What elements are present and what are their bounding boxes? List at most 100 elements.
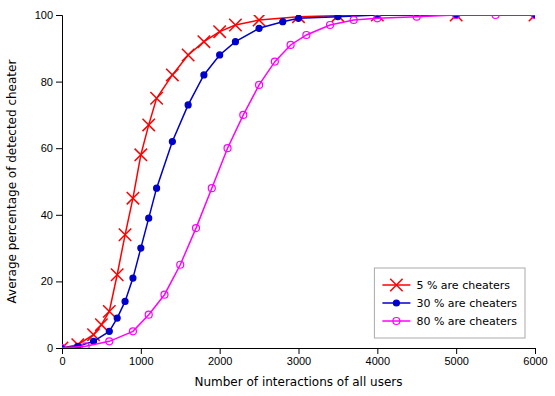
tick-label: 20 [41, 275, 53, 287]
marker [529, 15, 535, 21]
line [62, 15, 535, 348]
marker [103, 305, 115, 317]
legend-label: 30 % are cheaters [416, 297, 517, 310]
tick-mark [220, 348, 221, 354]
tick: 0 [59, 348, 65, 367]
tick-mark [141, 348, 142, 354]
marker [150, 92, 162, 104]
y-axis: 020406080100 [35, 9, 63, 354]
marker [198, 35, 210, 47]
marker [106, 328, 112, 334]
tick-label: 40 [41, 209, 53, 221]
marker [127, 192, 139, 204]
tick: 6000 [523, 348, 547, 367]
axis-line [56, 16, 63, 349]
legend-marker [393, 300, 399, 306]
marker [143, 119, 155, 131]
marker [453, 15, 460, 19]
x-axis: 0 1000 2000 3000 4000 5000 6000 [59, 348, 547, 367]
marker [413, 15, 420, 20]
tick-label: 60 [41, 142, 53, 154]
legend-marker [393, 318, 400, 325]
legend-swatch [382, 320, 410, 322]
line [62, 15, 535, 348]
legend-label: 5 % are cheaters [416, 279, 510, 292]
marker [138, 245, 144, 251]
tick: 3000 [287, 348, 311, 367]
tick: 0 [47, 342, 62, 354]
marker [122, 298, 128, 304]
marker [82, 343, 89, 348]
marker [253, 15, 265, 26]
tick-label: 0 [59, 355, 65, 367]
plot: 01000200030004000500060000204060801005 %… [35, 9, 548, 367]
marker [271, 58, 278, 65]
marker [154, 185, 160, 191]
tick: 5000 [444, 348, 468, 367]
x-axis-title: Number of interactions of all users [194, 375, 402, 389]
tick-mark [56, 148, 62, 149]
marker [95, 318, 107, 330]
tick: 20 [41, 275, 62, 287]
marker [106, 338, 113, 345]
marker [232, 39, 238, 45]
marker [229, 19, 241, 31]
legend-item: 30 % are cheaters [382, 297, 517, 310]
marker [256, 81, 263, 88]
tick-label: 2000 [208, 355, 232, 367]
tick: 4000 [366, 348, 390, 367]
marker [532, 15, 536, 19]
marker [166, 69, 178, 81]
marker [182, 49, 194, 61]
tick: 2000 [208, 348, 232, 367]
y-axis-title: Average percentage of detected cheater [5, 60, 19, 304]
tick-mark [456, 348, 457, 354]
tick: 100 [35, 9, 62, 21]
tick-label: 6000 [523, 355, 547, 367]
marker [208, 185, 215, 192]
legend-item: 5 % are cheaters [382, 279, 510, 292]
legend: 5 % are cheaters 30 % are cheaters 80 % ar… [374, 268, 525, 338]
axis-line [63, 349, 536, 355]
legend-frame [374, 268, 525, 338]
tick-mark [56, 82, 62, 83]
marker [240, 111, 247, 118]
marker [217, 52, 223, 58]
tick-label: 1000 [129, 355, 153, 367]
marker [296, 15, 302, 21]
marker [114, 315, 120, 321]
marker [177, 261, 184, 268]
series [62, 15, 535, 348]
marker [201, 72, 207, 78]
tick: 1000 [129, 348, 153, 367]
marker [130, 275, 136, 281]
tick-label: 0 [47, 342, 53, 354]
marker [161, 291, 168, 298]
tick-mark [377, 348, 378, 354]
marker [213, 25, 225, 37]
marker [119, 229, 131, 241]
legend-item: 80 % are cheaters [382, 315, 517, 328]
series [62, 15, 535, 348]
marker [62, 345, 66, 349]
tick-mark [56, 15, 62, 16]
tick-mark [56, 215, 62, 216]
marker [135, 149, 147, 161]
tick: 40 [41, 209, 62, 221]
tick-label: 3000 [287, 355, 311, 367]
marker [327, 21, 334, 28]
series [62, 15, 535, 348]
marker [145, 311, 152, 318]
tick-mark [535, 348, 536, 354]
marker [129, 328, 136, 335]
legend-label: 80 % are cheaters [416, 315, 517, 328]
marker [280, 19, 286, 25]
tick-label: 100 [35, 9, 53, 21]
marker [185, 102, 191, 108]
marker [169, 139, 175, 145]
line [62, 15, 535, 348]
legend-marker [390, 279, 402, 291]
tick-label: 4000 [366, 355, 390, 367]
marker [193, 225, 200, 232]
marker [224, 145, 231, 152]
